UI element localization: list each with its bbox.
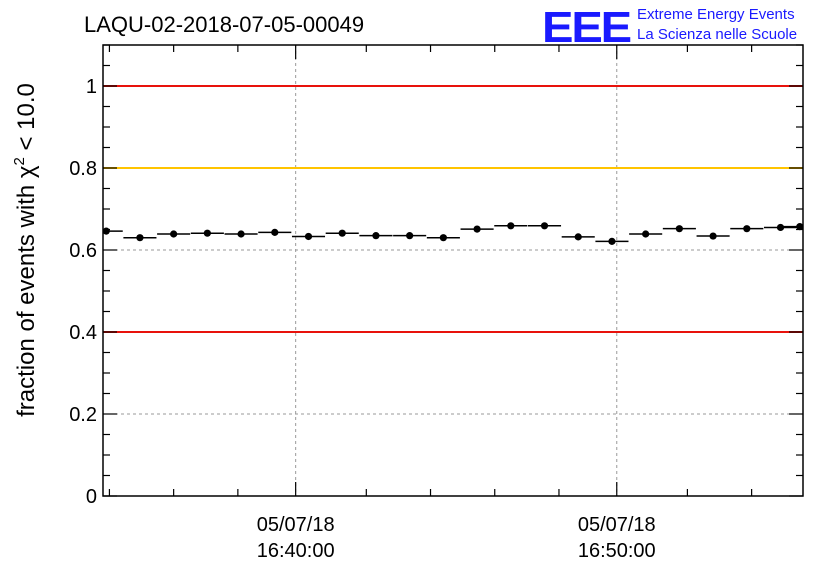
y-axis-label: fraction of events with χ2 < 10.0: [11, 83, 40, 417]
y-axis-label-tail: < 10.0: [13, 83, 40, 157]
data-point-18: [709, 232, 717, 240]
data-point-14: [574, 233, 582, 241]
logo-mark: EEE: [542, 3, 631, 52]
data-point-9: [406, 232, 414, 240]
data-point-10: [439, 234, 447, 242]
y-axis-label-main: fraction of events with: [13, 178, 40, 417]
data-point-15: [608, 237, 616, 245]
y-tick-label-4: 0.8: [69, 158, 97, 180]
data-point-12: [507, 222, 515, 230]
y-tick-label-3: 0.6: [69, 240, 97, 262]
data-point-6: [304, 232, 313, 241]
logo-line-2: La Scienza nelle Scuole: [637, 26, 797, 43]
x-tick-label-date-0: 05/07/18: [257, 514, 335, 536]
data-point-19: [743, 225, 751, 233]
data-point-3: [203, 229, 211, 237]
data-point-11: [473, 225, 481, 233]
data-point-21: [796, 223, 804, 231]
y-tick-label-0: 0: [86, 486, 97, 508]
tick-labels: 0 0.2 0.4 0.6 0.8 1 05/07/18 16:40:00 05/07/18 16…: [69, 76, 656, 562]
x-tick-label-date-1: 05/07/18: [578, 514, 656, 536]
grid-lines: [103, 45, 803, 496]
data-point-4: [237, 230, 245, 238]
y-tick-label-1: 0.2: [69, 404, 97, 426]
y-tick-label-5: 1: [86, 76, 97, 98]
data-point-5: [271, 228, 279, 236]
logo-line-1: Extreme Energy Events: [637, 6, 795, 23]
data-point-8: [372, 232, 380, 240]
axes: [102, 44, 804, 497]
y-tick-label-2: 0.4: [69, 322, 97, 344]
data-point-13: [540, 222, 549, 230]
data-point-2: [170, 230, 178, 238]
data-point-20: [776, 223, 785, 232]
eee-logo: EEE Extreme Energy Events La Scienza nel…: [542, 3, 797, 52]
data-point-17: [675, 225, 683, 233]
data-point-16: [642, 230, 650, 238]
x-tick-label-time-1: 16:50:00: [578, 540, 656, 562]
data-point-1: [136, 234, 144, 242]
y-axis-label-chi: χ: [13, 165, 40, 178]
chart-title: LAQU-02-2018-07-05-00049: [84, 12, 364, 37]
reference-lines: [103, 85, 803, 333]
y-axis-label-sup: 2: [11, 157, 28, 165]
x-tick-label-time-0: 16:40:00: [257, 540, 335, 562]
data-points: [102, 222, 804, 245]
plot-frame: [102, 44, 804, 497]
data-point-7: [338, 229, 346, 237]
